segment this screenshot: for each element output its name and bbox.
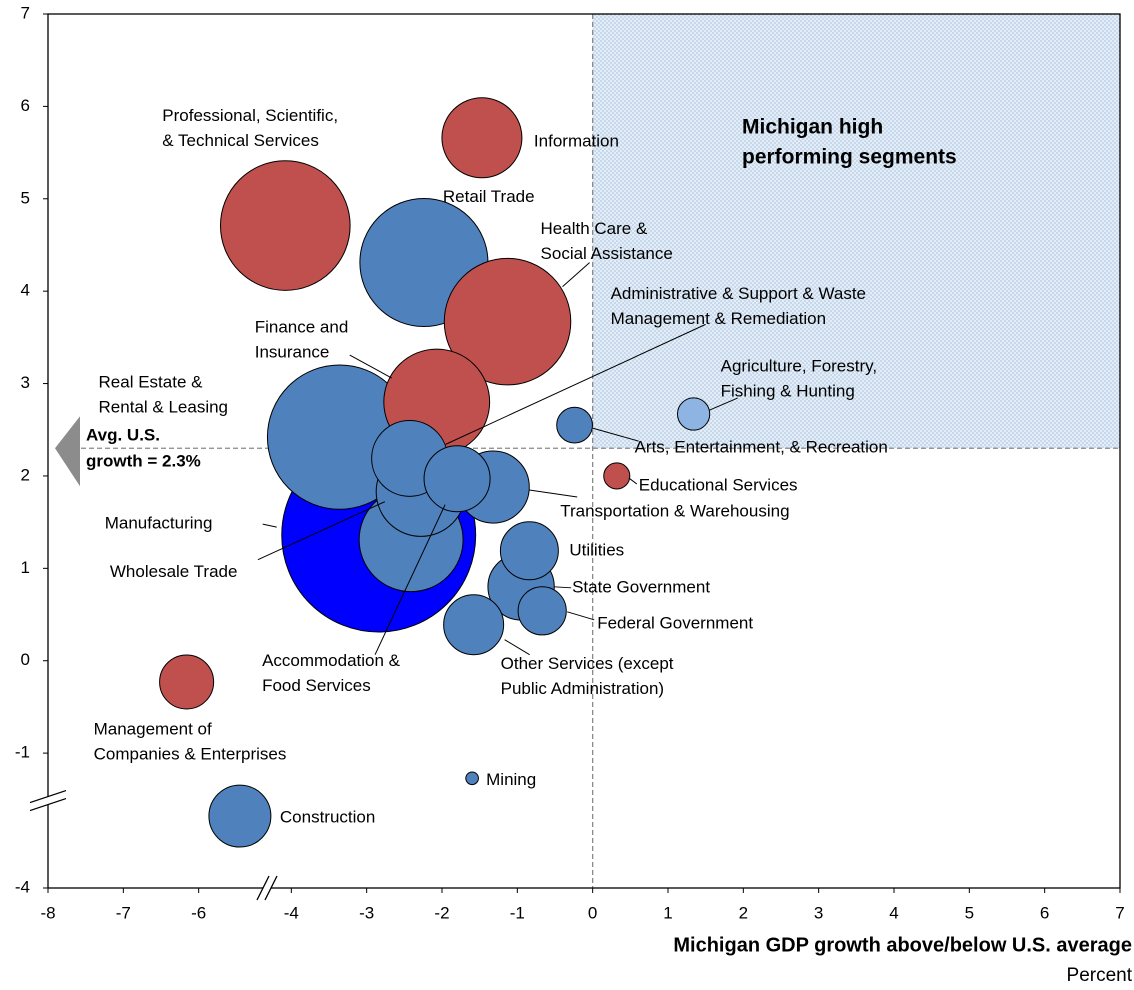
y-tick-label: 2 (21, 465, 30, 484)
y-tick-label: 5 (21, 188, 30, 207)
bubble-label: Transportation & Warehousing (560, 502, 789, 521)
annotation: Michigan high (742, 116, 883, 139)
y-break (29, 789, 67, 804)
bubble (499, 521, 559, 581)
y-tick-label: 3 (21, 373, 30, 392)
bubble-label: Federal Government (597, 613, 753, 632)
bubble-label: Accommodation & (262, 651, 401, 670)
leader-line (262, 523, 277, 528)
y-tick-label: 4 (21, 281, 30, 300)
bubble-label: Real Estate & (99, 373, 204, 392)
bubble-label: Arts, Entertainment, & Recreation (635, 438, 888, 457)
avg-arrow (55, 416, 80, 487)
leader-line (529, 489, 578, 498)
y-tick-label: 7 (21, 3, 30, 22)
bubble (556, 406, 593, 444)
x-tick-label: -8 (40, 903, 55, 922)
x-break (256, 875, 270, 901)
bubble-label: Social Assistance (541, 244, 673, 263)
leader-line (567, 611, 595, 621)
bubble (465, 771, 479, 786)
x-break (264, 875, 278, 901)
bubble-label: Public Administration) (501, 679, 664, 698)
bubble-label: Construction (280, 808, 375, 827)
bubble-label: Insurance (255, 343, 330, 362)
x-tick-label: 4 (889, 903, 898, 922)
x-tick-label: 1 (663, 903, 672, 922)
y-break-gap (45, 796, 51, 805)
leader-line (562, 262, 590, 288)
leader-line (592, 427, 639, 442)
leader-line (349, 354, 392, 379)
bubble-label: Other Services (except (501, 654, 674, 673)
x-tick-label: -7 (116, 903, 131, 922)
bubble-label: Agriculture, Forestry, (721, 357, 878, 376)
x-tick-label: 3 (814, 903, 823, 922)
bubble-label: Educational Services (639, 475, 798, 494)
y-tick-label: -4 (15, 877, 30, 896)
x-tick-label: -1 (510, 903, 525, 922)
bubble (441, 97, 523, 179)
avg-label: Avg. U.S. (86, 426, 160, 445)
avg-label: growth = 2.3% (86, 452, 201, 471)
bubble-label: Food Services (262, 676, 371, 695)
bubble-label: Professional, Scientific, (162, 106, 338, 125)
bubble (423, 445, 491, 513)
x-axis-title: Michigan GDP growth above/below U.S. ave… (673, 934, 1132, 956)
bubble-label: Utilities (569, 540, 624, 559)
x-tick-label: 0 (588, 903, 597, 922)
bubble-label: Information (534, 131, 619, 150)
leader-line (709, 397, 738, 411)
x-tick-label: -2 (434, 903, 449, 922)
bubble (443, 257, 572, 386)
x-tick-label: -4 (284, 903, 299, 922)
bubble (603, 462, 631, 490)
bubble-label: Fishing & Hunting (721, 382, 855, 401)
high-performing-region (592, 14, 1120, 449)
bubble (676, 397, 711, 431)
y-tick-label: -1 (15, 743, 30, 762)
leader-line (628, 477, 638, 485)
bubble-label: Mining (486, 770, 536, 789)
x-break-gap (262, 885, 271, 891)
bubble (159, 654, 215, 710)
bubble (208, 784, 272, 848)
bubble (443, 594, 505, 656)
leader-line (257, 501, 386, 561)
x-tick-label: 6 (1040, 903, 1049, 922)
x-tick-label: 7 (1115, 903, 1124, 922)
y-tick-label: 1 (21, 558, 30, 577)
bubble-label: Retail Trade (443, 187, 535, 206)
bubble-label: Administrative & Support & Waste (611, 284, 866, 303)
x-tick-label: -3 (359, 903, 374, 922)
bubble-label: Management of (94, 719, 212, 738)
bubble-label: State Government (572, 577, 710, 596)
y-tick-label: 0 (21, 650, 30, 669)
bubble-label: Management & Remediation (611, 309, 826, 328)
bubble-label: Wholesale Trade (110, 562, 238, 581)
bubble-label: Manufacturing (105, 514, 213, 533)
x-axis-unit: Percent (1067, 965, 1133, 986)
plot-frame (47, 13, 1121, 889)
x-tick-label: -6 (191, 903, 206, 922)
annotation: performing segments (742, 146, 957, 169)
bubble (517, 586, 567, 636)
y-tick-label: 6 (21, 96, 30, 115)
bubble-label: & Technical Services (162, 131, 319, 150)
bubble-label: Health Care & (541, 219, 648, 238)
bubble-label: Companies & Enterprises (94, 744, 287, 763)
leader-line (374, 504, 446, 655)
y-break (29, 797, 67, 812)
bubble (219, 160, 351, 291)
leader-line (445, 323, 706, 445)
leader-line (554, 586, 572, 589)
bubble-label: Rental & Leasing (99, 398, 228, 417)
leader-line (504, 639, 530, 656)
x-tick-label: 2 (739, 903, 748, 922)
bubble-label: Finance and (255, 318, 349, 337)
x-tick-label: 5 (965, 903, 974, 922)
